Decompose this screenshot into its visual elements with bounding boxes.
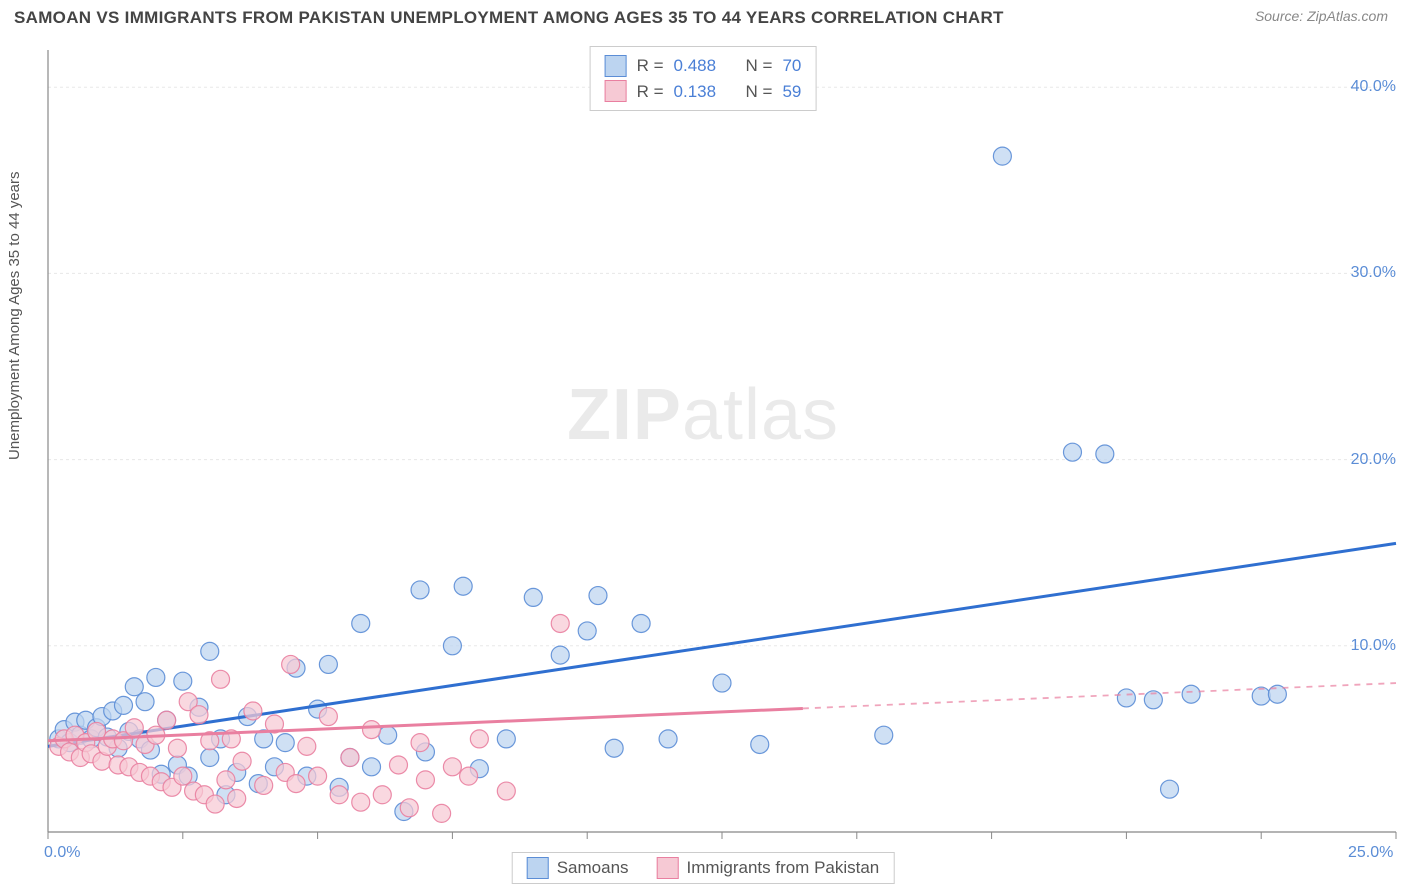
swatch-samoans <box>527 857 549 879</box>
swatch-pakistan <box>657 857 679 879</box>
x-tick-label: 0.0% <box>44 844 80 862</box>
stats-row-0: R = 0.488 N = 70 <box>605 53 802 79</box>
y-tick-label: 20.0% <box>1351 451 1396 469</box>
stats-r-value-1: 0.138 <box>674 79 717 105</box>
stats-r-label: R = <box>637 53 664 79</box>
legend-item-samoans: Samoans <box>527 857 629 879</box>
title-bar: SAMOAN VS IMMIGRANTS FROM PAKISTAN UNEMP… <box>0 0 1406 32</box>
chart-title: SAMOAN VS IMMIGRANTS FROM PAKISTAN UNEMP… <box>14 8 1004 28</box>
stats-n-label: N = <box>746 79 773 105</box>
stats-n-label: N = <box>746 53 773 79</box>
stats-r-value-0: 0.488 <box>674 53 717 79</box>
legend-label-1: Immigrants from Pakistan <box>687 858 880 878</box>
source-label: Source: ZipAtlas.com <box>1255 8 1388 24</box>
y-tick-label: 10.0% <box>1351 637 1396 655</box>
swatch-pakistan <box>605 80 627 102</box>
stats-n-value-1: 59 <box>782 79 801 105</box>
swatch-samoans <box>605 55 627 77</box>
series-legend: Samoans Immigrants from Pakistan <box>512 852 895 884</box>
x-tick-label: 25.0% <box>1348 844 1393 862</box>
plot-area: Unemployment Among Ages 35 to 44 years Z… <box>0 40 1406 892</box>
stats-r-label: R = <box>637 79 664 105</box>
legend-item-pakistan: Immigrants from Pakistan <box>657 857 880 879</box>
y-tick-label: 30.0% <box>1351 264 1396 282</box>
stats-box: R = 0.488 N = 70 R = 0.138 N = 59 <box>590 46 817 111</box>
scatter-chart <box>0 40 1406 860</box>
stats-n-value-0: 70 <box>782 53 801 79</box>
stats-row-1: R = 0.138 N = 59 <box>605 79 802 105</box>
y-tick-label: 40.0% <box>1351 78 1396 96</box>
legend-label-0: Samoans <box>557 858 629 878</box>
